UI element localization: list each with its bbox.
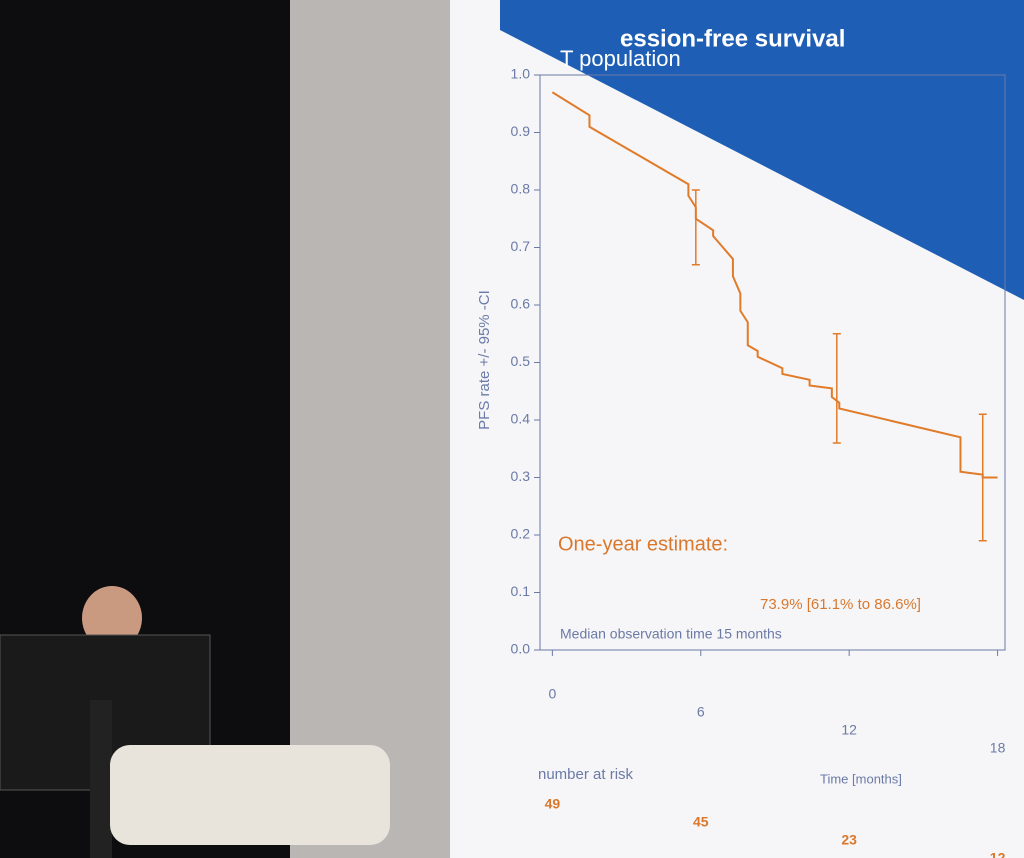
slide-subtitle: T population [560, 46, 681, 71]
y-tick-label: 0.6 [511, 296, 531, 312]
annotation: One-year estimate: [558, 533, 728, 555]
x-tick-label: 12 [841, 722, 857, 738]
y-tick-label: 0.9 [511, 123, 531, 139]
wall [290, 0, 460, 858]
y-tick-label: 1.0 [511, 66, 531, 82]
risk-value: 12 [990, 850, 1006, 858]
y-axis-label: PFS rate +/- 95% -CI [476, 290, 493, 430]
y-tick-label: 0.7 [511, 238, 531, 254]
presenter [82, 586, 142, 650]
x-axis-label: Time [months] [820, 771, 902, 786]
logo: GHSG [925, 188, 984, 210]
logo-url: www.ghsg.org [924, 220, 988, 231]
y-tick-label: 0.8 [511, 181, 531, 197]
x-tick-label: 0 [548, 686, 556, 702]
survival-curve [551, 91, 998, 479]
y-tick-label: 0.2 [511, 526, 531, 542]
y-tick-label: 0.5 [511, 353, 531, 369]
error-bar [691, 189, 700, 266]
y-tick-label: 0.0 [511, 641, 531, 657]
slide-title: ession-free survival [620, 25, 845, 52]
x-tick-label: 6 [697, 704, 705, 720]
y-tick-label: 0.3 [511, 468, 531, 484]
x-tick-label: 18 [990, 740, 1006, 756]
annotation: Median observation time 15 months [560, 626, 782, 642]
annotation: 73.9% [61.1% to 86.6%] [760, 596, 921, 613]
error-bar [832, 333, 841, 444]
risk-value: 23 [841, 832, 857, 848]
risk-value: 45 [693, 814, 709, 830]
y-tick-label: 0.1 [511, 583, 531, 599]
risk-label: number at risk [538, 766, 634, 783]
y-tick-label: 0.4 [511, 411, 531, 427]
risk-value: 49 [545, 796, 561, 812]
error-bar [978, 413, 987, 542]
monitor-stand [90, 700, 112, 858]
podium [110, 745, 390, 845]
